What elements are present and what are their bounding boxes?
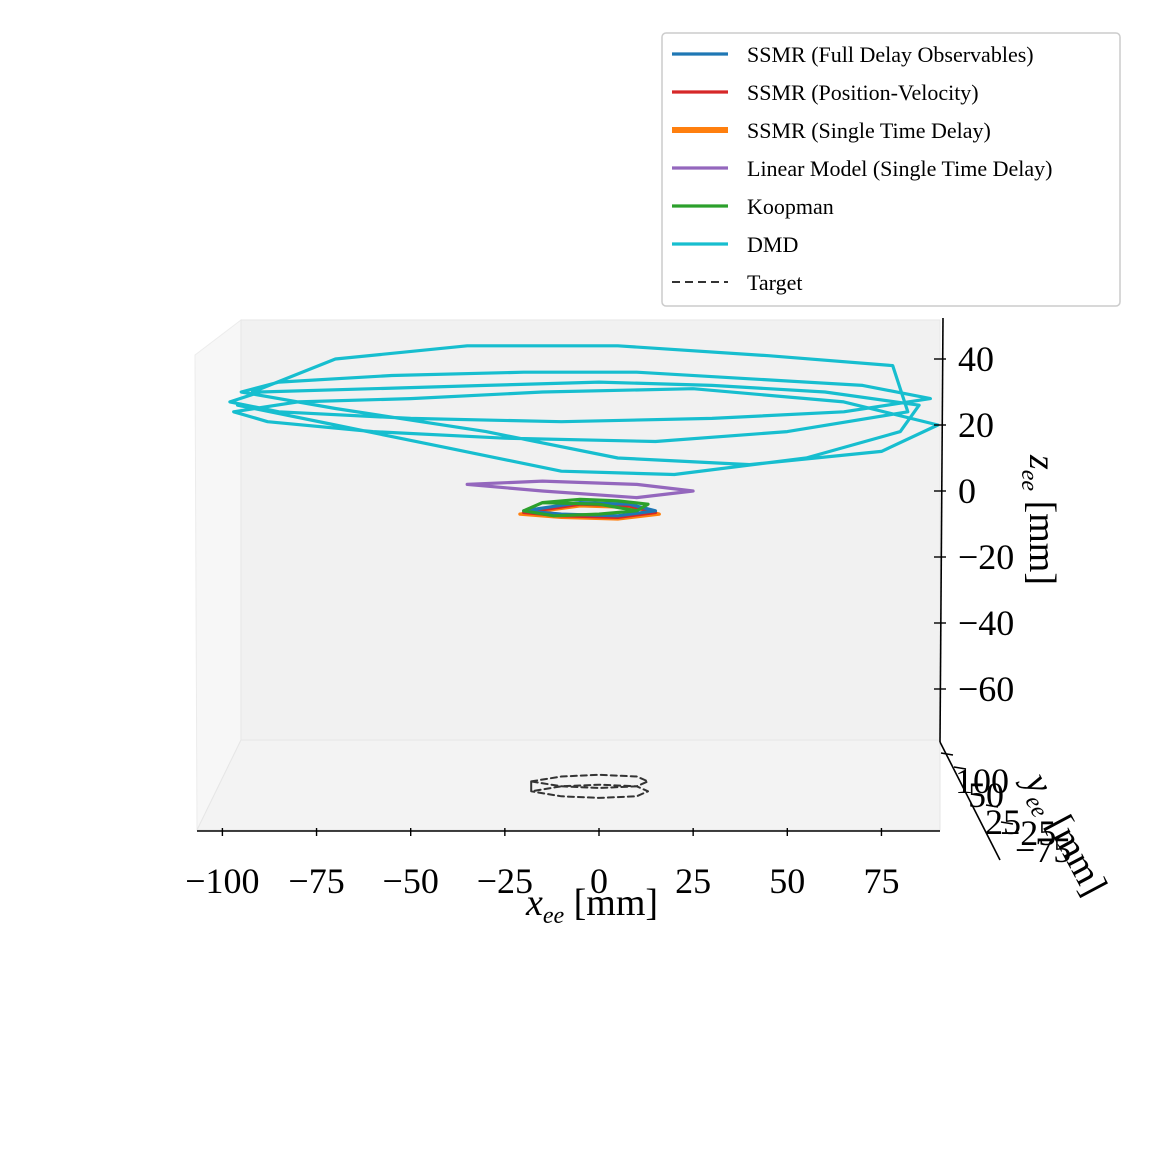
x-tick-label: 0 bbox=[590, 861, 608, 901]
x-tick-label: 25 bbox=[675, 861, 711, 901]
x-axis-title: xee [mm] bbox=[525, 882, 658, 929]
legend-box bbox=[661, 32, 1121, 307]
z-axis-line bbox=[939, 317, 944, 743]
y-tick-mark bbox=[953, 766, 967, 770]
series-line-linear-model-single-time-delay bbox=[465, 479, 695, 500]
legend-label: SSMR (Position-Velocity) bbox=[747, 80, 979, 105]
y-tick-label: 50 bbox=[968, 775, 1004, 815]
legend-label: Target bbox=[747, 270, 802, 295]
y-tick-mark bbox=[970, 793, 984, 797]
legend-label: Linear Model (Single Time Delay) bbox=[747, 156, 1053, 181]
z-ticks: −60 −40 −20 0 20 40 bbox=[934, 339, 1014, 709]
z-tick-label: 40 bbox=[958, 339, 994, 379]
y-tick-label: −75 bbox=[1015, 830, 1071, 870]
x-tick-label: 75 bbox=[863, 861, 899, 901]
y-tick-label: −25 bbox=[1000, 813, 1056, 853]
x-ticks: −100 −75 −50 −25 0 25 50 75 bbox=[185, 828, 899, 901]
y-axis-line bbox=[939, 741, 1001, 861]
x-tick-label: −100 bbox=[185, 861, 259, 901]
series-line-target bbox=[530, 773, 649, 799]
z-tick-label: 0 bbox=[958, 471, 976, 511]
x-tick-label: −50 bbox=[383, 861, 439, 901]
y-tick-mark bbox=[985, 804, 999, 808]
z-tick-label: −40 bbox=[958, 603, 1014, 643]
legend: SSMR (Full Delay Observables) SSMR (Posit… bbox=[661, 32, 1121, 307]
z-axis-title: zee [mm] bbox=[1016, 454, 1063, 585]
z-tick-label: −60 bbox=[958, 669, 1014, 709]
legend-label: SSMR (Single Time Delay) bbox=[747, 118, 991, 143]
z-tick-label: −20 bbox=[958, 537, 1014, 577]
legend-label: SSMR (Full Delay Observables) bbox=[747, 42, 1034, 67]
y-tick-label: 100 bbox=[955, 761, 1009, 801]
legend-label: DMD bbox=[747, 232, 798, 257]
x-tick-label: −25 bbox=[477, 861, 533, 901]
y-tick-mark bbox=[940, 752, 954, 756]
y-tick-mark bbox=[1000, 821, 1014, 825]
y-tick-label: 25 bbox=[985, 802, 1021, 842]
x-tick-label: 50 bbox=[769, 861, 805, 901]
z-tick-label: 20 bbox=[958, 405, 994, 445]
series-layer bbox=[228, 344, 940, 799]
legend-label: Koopman bbox=[747, 194, 834, 219]
x-tick-label: −75 bbox=[288, 861, 344, 901]
series-line-dmd bbox=[228, 344, 940, 477]
series-line-koopman bbox=[522, 497, 650, 518]
